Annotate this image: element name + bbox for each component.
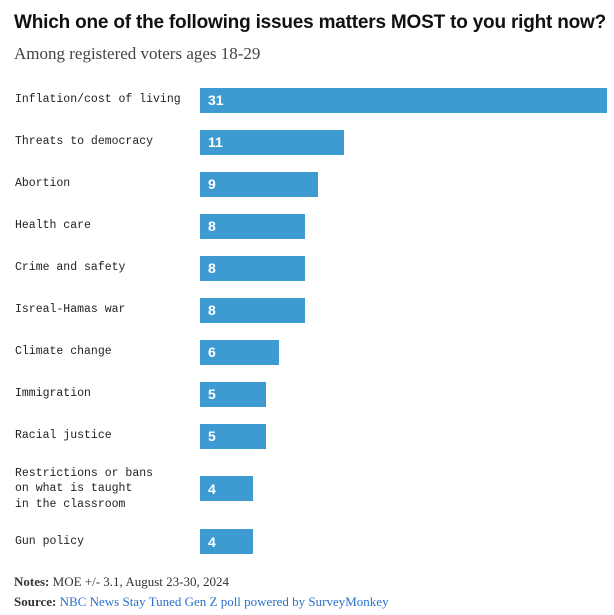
bar-row: Gun policy 4 xyxy=(0,521,614,563)
bar: 8 xyxy=(200,213,306,239)
source-label: Source: xyxy=(14,594,57,609)
chart-title: Which one of the following issues matter… xyxy=(14,12,607,33)
bar-track: 8 xyxy=(200,213,607,239)
bar: 5 xyxy=(200,381,266,407)
bar-track: 8 xyxy=(200,255,607,281)
chart-subtitle: Among registered voters ages 18-29 xyxy=(14,44,261,63)
value-label: 5 xyxy=(208,386,216,402)
bar-track: 5 xyxy=(200,423,607,449)
bar-row: Racial justice 5 xyxy=(0,415,614,457)
category-label: Restrictions or bans on what is taught i… xyxy=(15,466,154,511)
value-label: 5 xyxy=(208,428,216,444)
category-label: Immigration xyxy=(15,387,91,401)
bar-track: 9 xyxy=(200,171,607,197)
bar-track: 31 xyxy=(200,87,607,113)
bar-track: 4 xyxy=(200,529,607,554)
bar-row: Crime and safety 8 xyxy=(0,247,614,289)
bar-row: Climate change 6 xyxy=(0,331,614,373)
bar-row: Restrictions or bans on what is taught i… xyxy=(0,457,614,521)
bar-track: 8 xyxy=(200,297,607,323)
category-label: Health care xyxy=(15,219,91,233)
bar: 9 xyxy=(200,171,319,197)
bar: 8 xyxy=(200,255,306,281)
bar-track: 5 xyxy=(200,381,607,407)
value-label: 8 xyxy=(208,260,216,276)
bar: 31 xyxy=(200,87,607,113)
value-label: 9 xyxy=(208,176,216,192)
value-label: 8 xyxy=(208,218,216,234)
notes: Notes: MOE +/- 3.1, August 23-30, 2024 xyxy=(14,572,389,592)
bar-row: Threats to democracy 11 xyxy=(0,121,614,163)
bar: 4 xyxy=(200,529,253,554)
bar-track: 4 xyxy=(200,476,607,502)
bar-row: Abortion 9 xyxy=(0,163,614,205)
category-label: Crime and safety xyxy=(15,261,126,275)
value-label: 11 xyxy=(208,134,223,150)
category-label: Inflation/cost of living xyxy=(15,93,181,107)
value-label: 4 xyxy=(208,480,216,497)
source-link[interactable]: NBC News Stay Tuned Gen Z poll powered b… xyxy=(59,594,389,609)
category-label: Threats to democracy xyxy=(15,135,154,149)
footer: Notes: MOE +/- 3.1, August 23-30, 2024 S… xyxy=(14,572,389,612)
bar-row: Isreal-Hamas war 8 xyxy=(0,289,614,331)
category-label: Isreal-Hamas war xyxy=(15,303,126,317)
bar-row: Inflation/cost of living 31 xyxy=(0,79,614,121)
notes-text: MOE +/- 3.1, August 23-30, 2024 xyxy=(52,574,229,589)
category-label: Racial justice xyxy=(15,429,112,443)
value-label: 4 xyxy=(208,533,216,550)
category-label: Abortion xyxy=(15,177,71,191)
source: Source: NBC News Stay Tuned Gen Z poll p… xyxy=(14,592,389,612)
bar-track: 6 xyxy=(200,339,607,365)
bar: 11 xyxy=(200,129,345,155)
bar-row: Immigration 5 xyxy=(0,373,614,415)
bar-row: Health care 8 xyxy=(0,205,614,247)
category-label: Gun policy xyxy=(15,534,85,548)
notes-label: Notes: xyxy=(14,574,50,589)
bar: 6 xyxy=(200,339,279,365)
bar: 8 xyxy=(200,297,306,323)
value-label: 31 xyxy=(208,92,224,108)
value-label: 6 xyxy=(208,344,216,360)
value-label: 8 xyxy=(208,302,216,318)
category-label: Climate change xyxy=(15,345,112,359)
plot: Inflation/cost of living 31 Threats to dem… xyxy=(0,79,614,563)
bar: 4 xyxy=(200,476,253,502)
bar: 5 xyxy=(200,423,266,449)
bar-track: 11 xyxy=(200,129,607,155)
